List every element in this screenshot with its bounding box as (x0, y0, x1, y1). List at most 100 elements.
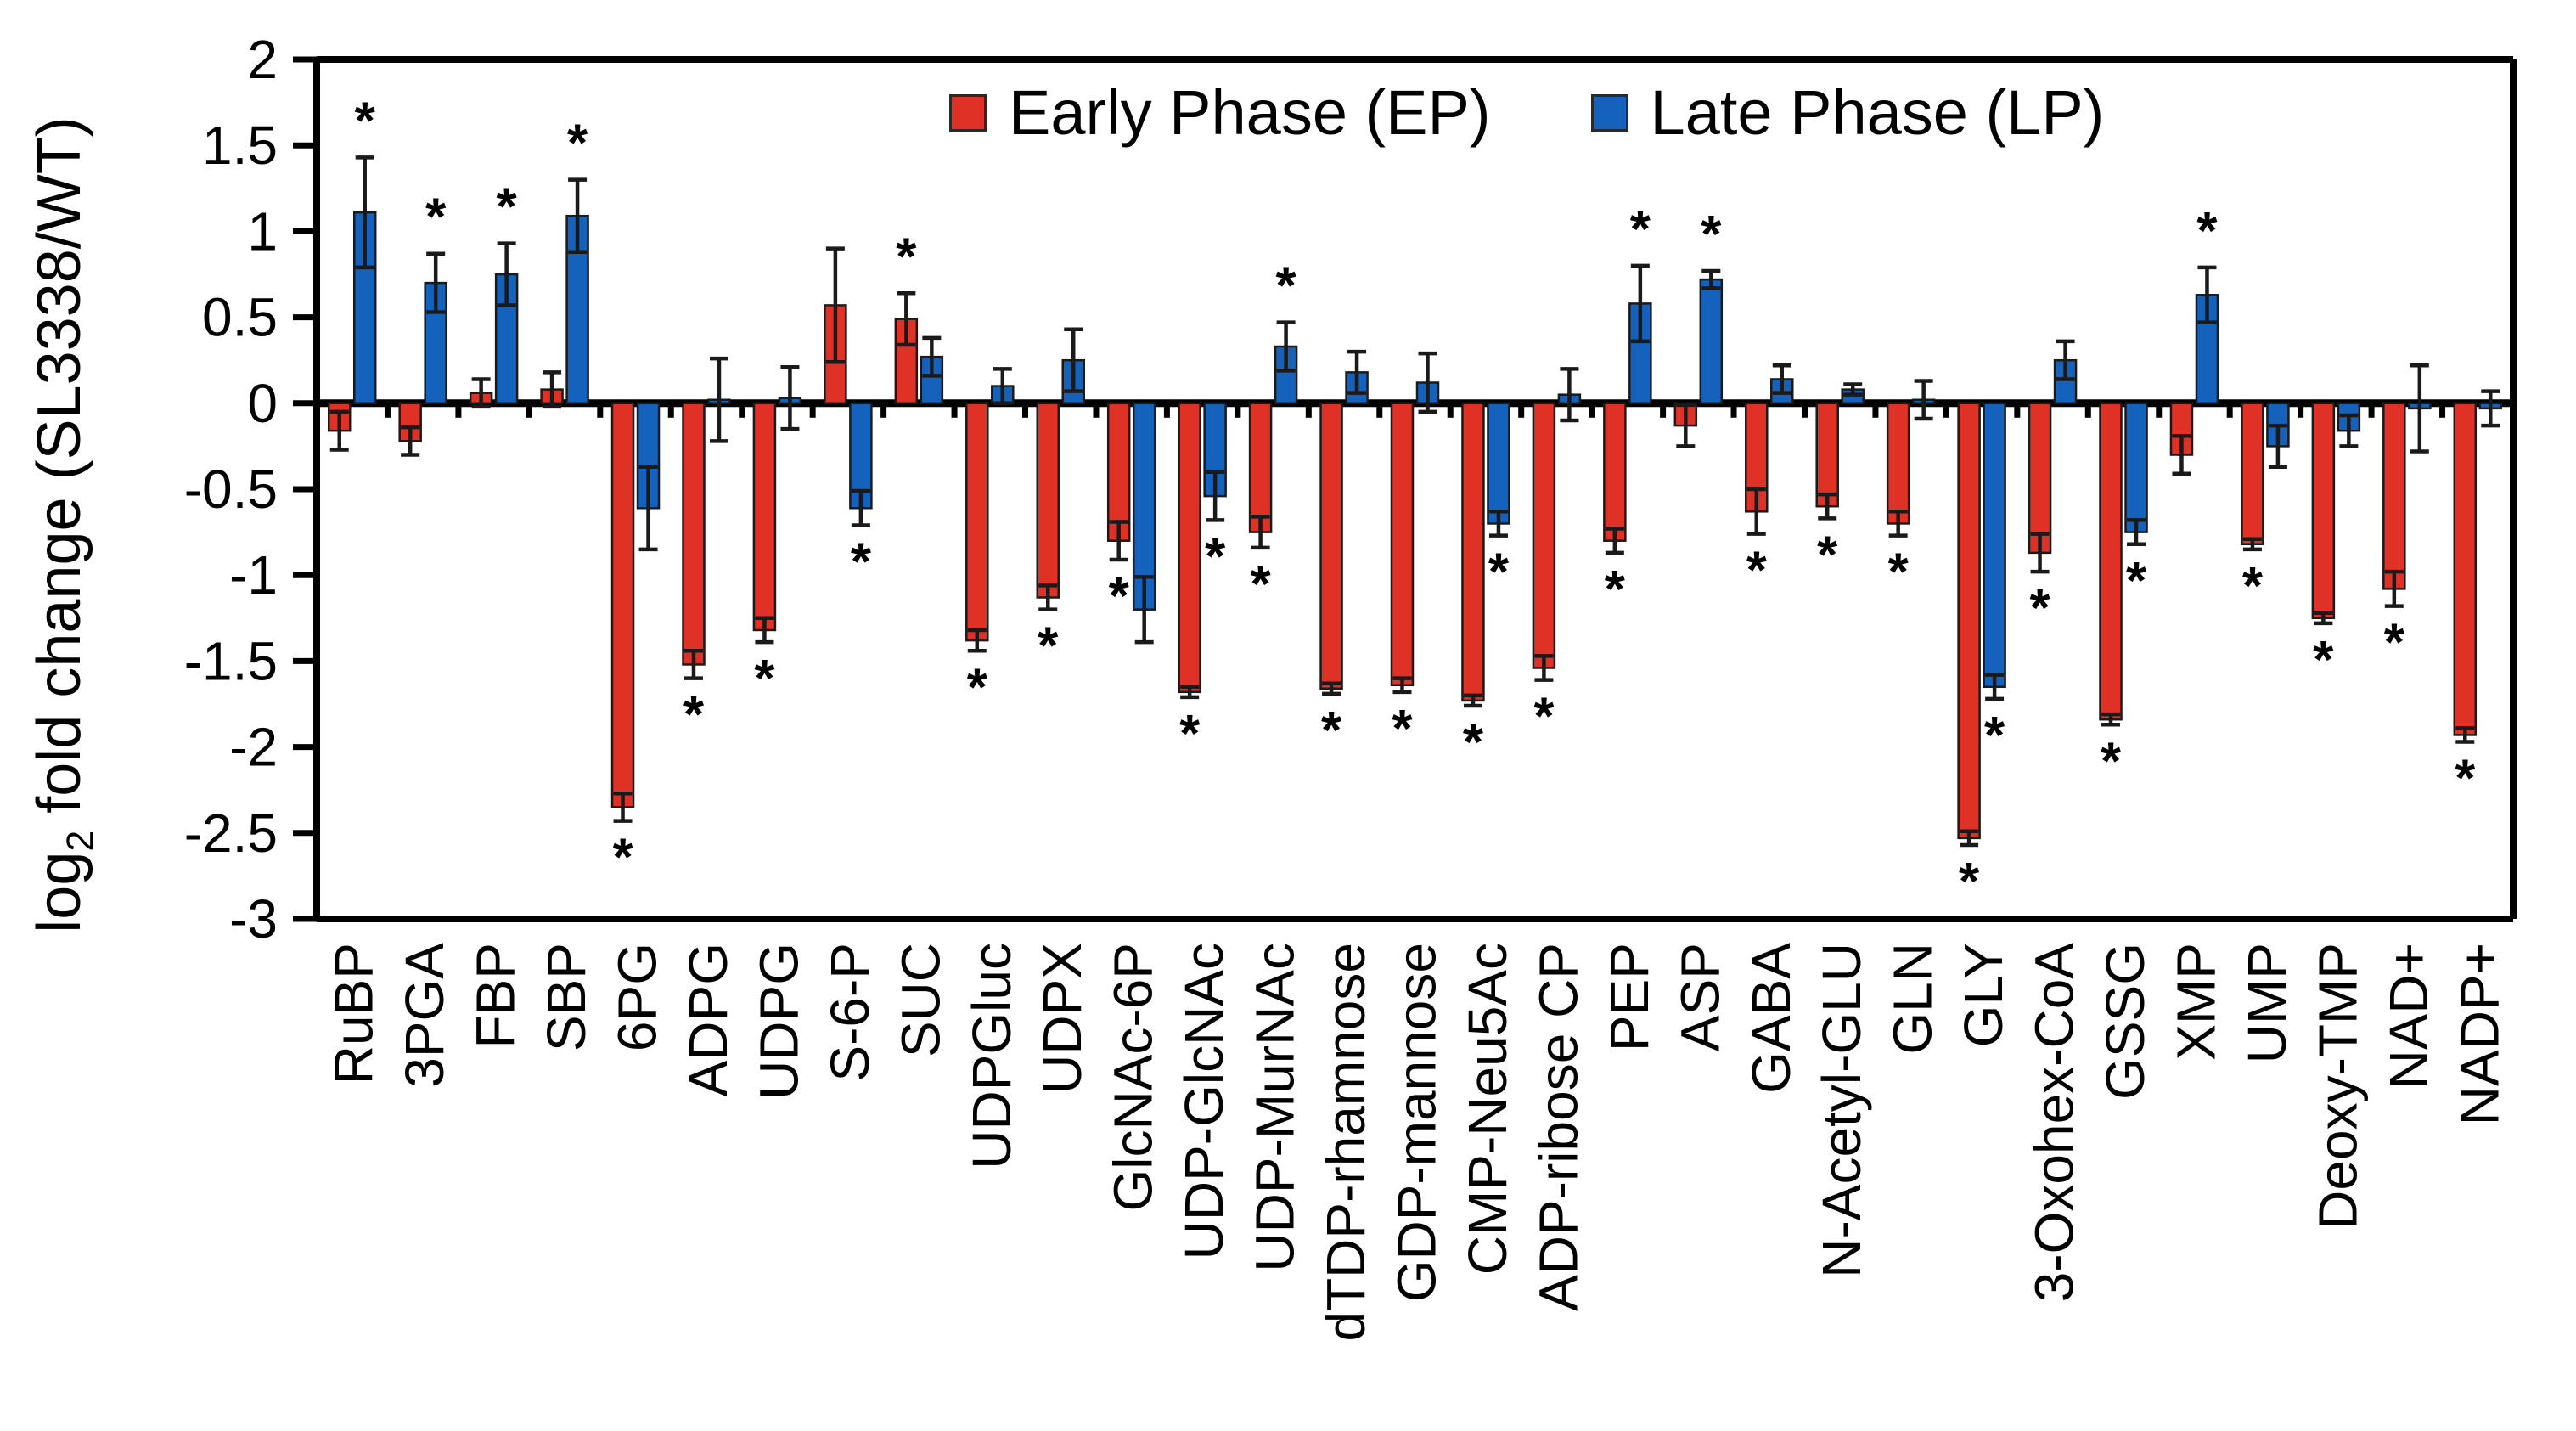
significance-asterisk: * (1251, 555, 1272, 614)
y-tick-label: -2.5 (184, 803, 278, 864)
x-category-label: GABA (1741, 943, 1802, 1094)
significance-asterisk: * (355, 92, 376, 150)
bar-ep-N-Acetyl-GLU (1815, 402, 1839, 508)
significance-asterisk: * (1630, 200, 1651, 259)
x-category-label: ASP (1669, 943, 1730, 1051)
x-category-label: UDPGluc (961, 943, 1022, 1169)
significance-asterisk: * (1179, 705, 1201, 763)
significance-asterisk: * (1205, 527, 1226, 586)
y-tick-label: 1 (247, 200, 278, 262)
x-category-label: NAD+ (2378, 943, 2439, 1090)
bar-ep-dTDP-rhamnose (1319, 402, 1343, 690)
bar-lp-XMP (2195, 294, 2219, 405)
x-category-label: UDPX (1032, 943, 1093, 1094)
bar-ep-UMP (2241, 402, 2264, 546)
x-category-label: CMP-Neu5Ac (1457, 943, 1518, 1275)
significance-asterisk: * (1701, 206, 1722, 264)
significance-asterisk: * (612, 829, 633, 887)
bar-ep-NADP+ (2453, 402, 2478, 736)
x-category-label: SUC (890, 943, 951, 1057)
significance-asterisk: * (2126, 552, 2147, 611)
significance-asterisk: * (2384, 614, 2405, 673)
y-tick-label: -3 (229, 888, 278, 949)
y-tick-label: -1.5 (184, 630, 278, 691)
legend-item-early-phase: Early Phase (EP) (949, 76, 1491, 149)
early-phase-swatch-icon (949, 93, 987, 132)
bar-ep-UDPX (1036, 402, 1060, 599)
bar-ep-3-Oxohex-CoA (2028, 402, 2052, 555)
significance-asterisk: * (2242, 557, 2264, 616)
significance-asterisk: * (1038, 617, 1059, 676)
bar-ep-UDPGluc (965, 402, 989, 642)
significance-asterisk: * (1984, 707, 2005, 765)
x-category-label: S-6-P (819, 943, 880, 1082)
significance-asterisk: * (1109, 567, 1130, 626)
bar-ep-GSSG (2099, 402, 2123, 721)
significance-asterisk: * (1746, 542, 1768, 600)
legend: Early Phase (EP) Late Phase (LP) (949, 76, 2104, 149)
significance-asterisk: * (896, 228, 917, 286)
x-category-label: 3PGA (394, 943, 455, 1088)
x-category-label: GLN (1882, 943, 1943, 1055)
x-category-label: GDP-mannose (1386, 943, 1448, 1302)
bar-lp-CMP-Neu5Ac (1487, 402, 1510, 525)
x-category-label: GLY (1953, 943, 2014, 1047)
y-tick-label: 1.5 (202, 115, 278, 176)
x-category-label: UMP (2236, 943, 2298, 1063)
x-category-label: NADP+ (2449, 943, 2510, 1125)
x-category-label: XMP (2165, 943, 2226, 1061)
x-category-label: GlcNAc-6P (1103, 943, 1164, 1212)
x-category-label: UDP-GlcNAc (1173, 943, 1235, 1259)
y-tick-label: 2 (247, 29, 278, 90)
y-tick-label: 0 (247, 373, 278, 434)
significance-asterisk: * (967, 658, 988, 717)
significance-asterisk: * (497, 178, 518, 237)
significance-asterisk: * (1605, 561, 1626, 619)
significance-asterisk: * (425, 189, 447, 247)
significance-asterisk: * (754, 650, 775, 708)
y-tick-label: -0.5 (184, 459, 278, 520)
bar-ep-GlcNAc-6P (1106, 402, 1131, 542)
significance-asterisk: * (2455, 750, 2476, 808)
significance-asterisk: * (567, 115, 588, 173)
legend-label-late-phase: Late Phase (LP) (1650, 77, 2105, 148)
bar-ep-UDP-MurNAc (1248, 402, 1273, 533)
significance-asterisk: * (2313, 631, 2334, 690)
legend-item-late-phase: Late Phase (LP) (1590, 76, 2105, 149)
x-category-label: PEP (1599, 943, 1660, 1051)
significance-asterisk: * (683, 686, 705, 745)
bar-ep-UDP-GlcNAc (1178, 402, 1201, 694)
bar-ep-Deoxy-TMP (2311, 402, 2336, 620)
bar-ep-UDPG (752, 402, 777, 632)
bar-ep-ADPG (682, 402, 706, 666)
significance-asterisk: * (1488, 544, 1510, 602)
x-category-label: dTDP-rhamnose (1315, 943, 1376, 1342)
significance-asterisk: * (2029, 579, 2050, 638)
bar-ep-GDP-mannose (1390, 402, 1415, 686)
bar-lp-ASP (1699, 278, 1724, 405)
bar-ep-PEP (1603, 402, 1627, 542)
bar-ep-CMP-Neu5Ac (1461, 402, 1485, 702)
x-category-label: 6PG (607, 943, 668, 1051)
significance-asterisk: * (1276, 257, 1297, 316)
x-category-label: Deoxy-TMP (2307, 943, 2368, 1230)
bar-ep-NAD+ (2382, 402, 2406, 590)
x-category-label: ADP-ribose CP (1527, 943, 1589, 1311)
significance-asterisk: * (1817, 526, 1838, 584)
significance-asterisk: * (1321, 701, 1342, 760)
significance-asterisk: * (2101, 732, 2122, 791)
significance-asterisk: * (1888, 544, 1910, 602)
y-axis-title-suffix: fold change (SL3338/WT) (25, 116, 93, 831)
significance-asterisk: * (1533, 688, 1555, 746)
significance-asterisk: * (1959, 853, 1980, 911)
bar-ep-GLN (1886, 402, 1910, 525)
x-category-label: ADPG (678, 943, 739, 1096)
bar-ep-GLY (1957, 402, 1981, 840)
x-category-label: N-Acetyl-GLU (1811, 943, 1872, 1278)
x-category-label: RuBP (323, 943, 385, 1085)
x-category-label: 3-Oxohex-CoA (2024, 943, 2085, 1303)
bar-lp-GLY (1983, 402, 2006, 689)
late-phase-swatch-icon (1590, 93, 1628, 132)
